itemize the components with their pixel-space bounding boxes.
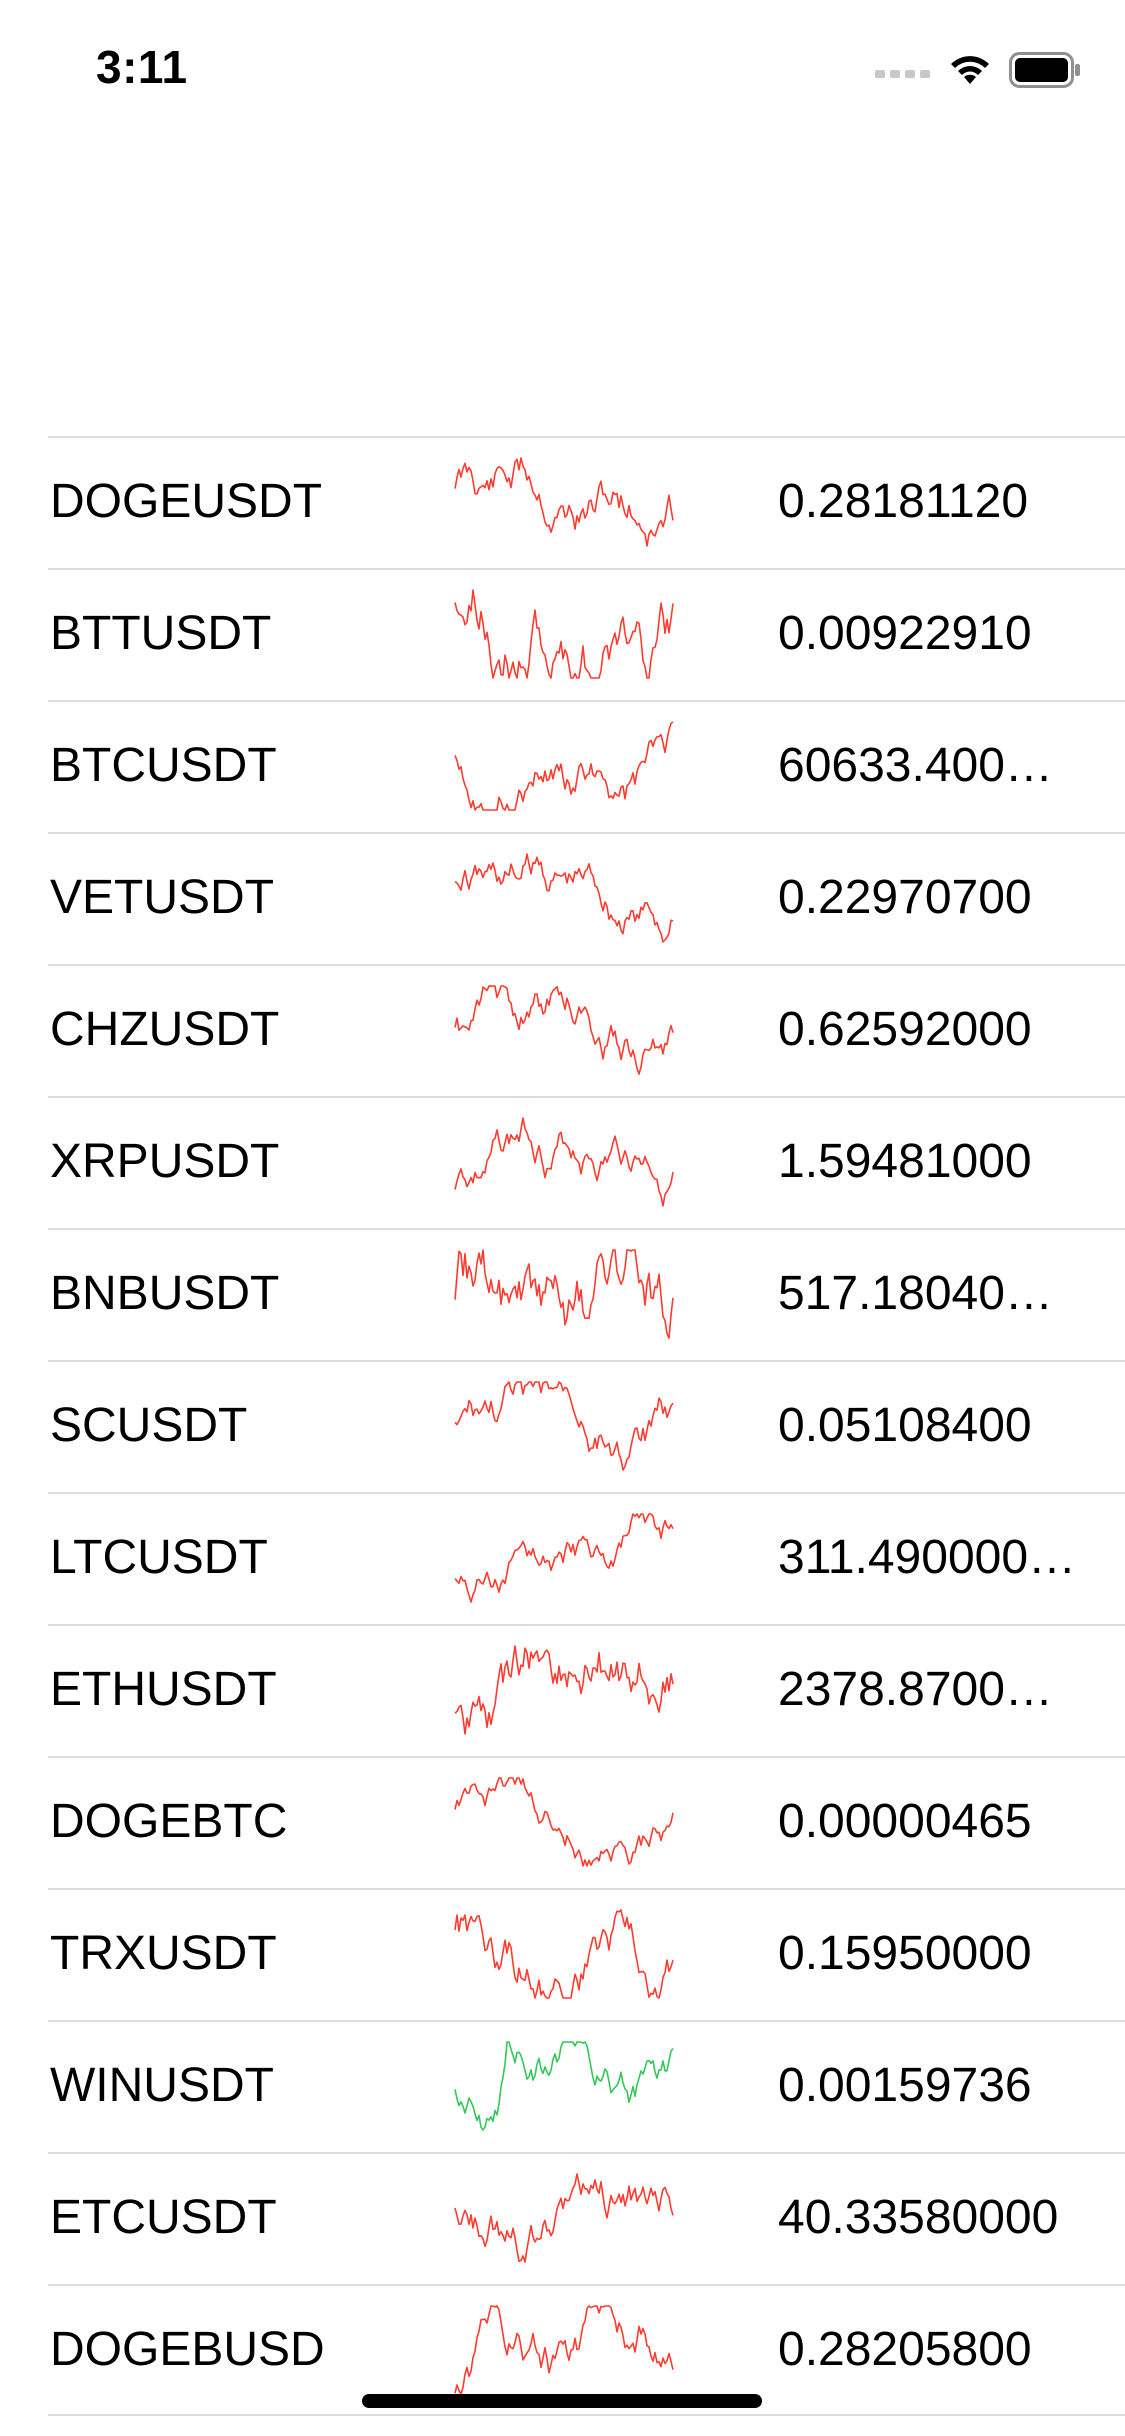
sparkline-line <box>454 1513 674 1603</box>
ticker-row[interactable]: XRPUSDT 1.59481000 <box>0 1096 1125 1228</box>
sparkline-line <box>454 1117 674 1207</box>
ticker-symbol: WINUSDT <box>50 2059 274 2112</box>
ticker-symbol: DOGEBUSD <box>50 2323 325 2376</box>
ticker-price: 517.18040000 <box>778 1267 1078 1320</box>
status-icons <box>875 50 1081 90</box>
sparkline-chart <box>454 589 674 679</box>
home-indicator <box>362 2394 762 2408</box>
cellular-signal-icon <box>875 70 930 78</box>
ticker-row[interactable]: CHZUSDT 0.62592000 <box>0 964 1125 1096</box>
ticker-row[interactable]: DOGEBTC 0.00000465 <box>0 1756 1125 1888</box>
ticker-symbol: SCUSDT <box>50 1399 248 1452</box>
ticker-row[interactable]: ETHUSDT 2378.87000000 <box>0 1624 1125 1756</box>
ticker-row[interactable]: SCUSDT 0.05108400 <box>0 1360 1125 1492</box>
status-bar: 3:11 <box>0 0 1125 132</box>
ticker-row[interactable]: BTCUSDT 60633.40000000 <box>0 700 1125 832</box>
sparkline-chart <box>454 1777 674 1867</box>
ticker-price: 1.59481000 <box>778 1135 1032 1188</box>
ticker-symbol: BNBUSDT <box>50 1267 280 1320</box>
sparkline-line <box>454 457 674 547</box>
sparkline-chart <box>454 1381 674 1471</box>
sparkline-chart <box>454 853 674 943</box>
sparkline-chart <box>454 2305 674 2395</box>
sparkline-chart <box>454 985 674 1075</box>
ticker-row[interactable]: DOGEBUSD 0.28205800 <box>0 2284 1125 2416</box>
sparkline-chart <box>454 457 674 547</box>
sparkline-chart <box>454 1909 674 1999</box>
ticker-price: 0.28181120 <box>778 475 1029 528</box>
ticker-price: 0.00159736 <box>778 2059 1032 2112</box>
ticker-price: 0.22970700 <box>778 871 1032 924</box>
sparkline-line <box>454 589 674 679</box>
ticker-row[interactable]: WINUSDT 0.00159736 <box>0 2020 1125 2152</box>
sparkline-chart <box>454 1249 674 1339</box>
ticker-price: 40.33580000 <box>778 2191 1059 2244</box>
sparkline-line <box>454 2173 674 2263</box>
ticker-price: 0.00000465 <box>778 1795 1032 1848</box>
sparkline-chart <box>454 721 674 811</box>
sparkline-line <box>454 2305 674 2395</box>
ticker-row[interactable]: BTTUSDT 0.00922910 <box>0 568 1125 700</box>
sparkline-chart <box>454 1513 674 1603</box>
sparkline-chart <box>454 1645 674 1735</box>
ticker-row[interactable]: DOGEUSDT 0.28181120 <box>0 436 1125 568</box>
ticker-symbol: ETCUSDT <box>50 2191 277 2244</box>
ticker-price: 0.62592000 <box>778 1003 1032 1056</box>
ticker-row[interactable]: VETUSDT 0.22970700 <box>0 832 1125 964</box>
ticker-price: 311.49000000 <box>778 1531 1078 1584</box>
sparkline-line <box>454 1249 674 1339</box>
ticker-row[interactable]: BNBUSDT 517.18040000 <box>0 1228 1125 1360</box>
ticker-price: 0.28205800 <box>778 2323 1032 2376</box>
ticker-symbol: BTCUSDT <box>50 739 277 792</box>
sparkline-line <box>454 1645 674 1735</box>
sparkline-chart <box>454 1117 674 1207</box>
ticker-price: 0.00922910 <box>778 607 1032 660</box>
ticker-price: 0.15950000 <box>778 1927 1032 1980</box>
ticker-symbol: ETHUSDT <box>50 1663 277 1716</box>
ticker-symbol: XRPUSDT <box>50 1135 280 1188</box>
ticker-symbol: LTCUSDT <box>50 1531 268 1584</box>
ticker-symbol: CHZUSDT <box>50 1003 280 1056</box>
sparkline-line <box>454 1909 674 1999</box>
ticker-row[interactable]: ETCUSDT 40.33580000 <box>0 2152 1125 2284</box>
ticker-list[interactable]: DOGEUSDT 0.28181120 BTTUSDT 0.00922910 BTCUS… <box>0 436 1125 2416</box>
ticker-price: 60633.40000000 <box>778 739 1078 792</box>
status-time: 3:11 <box>96 41 188 93</box>
sparkline-chart <box>454 2173 674 2263</box>
sparkline-chart <box>454 2041 674 2131</box>
ticker-symbol: DOGEBTC <box>50 1795 288 1848</box>
ticker-symbol: BTTUSDT <box>50 607 272 660</box>
sparkline-line <box>454 1777 674 1867</box>
ticker-symbol: VETUSDT <box>50 871 275 924</box>
ticker-price: 2378.87000000 <box>778 1663 1078 1716</box>
sparkline-line <box>454 2041 674 2131</box>
ticker-row[interactable]: LTCUSDT 311.49000000 <box>0 1492 1125 1624</box>
battery-icon <box>1009 52 1080 88</box>
wifi-icon <box>951 56 989 84</box>
ticker-symbol: DOGEUSDT <box>50 475 323 528</box>
ticker-symbol: TRXUSDT <box>50 1927 277 1980</box>
sparkline-line <box>454 1381 674 1471</box>
sparkline-line <box>454 985 674 1075</box>
ticker-row[interactable]: TRXUSDT 0.15950000 <box>0 1888 1125 2020</box>
sparkline-line <box>454 721 674 811</box>
sparkline-line <box>454 853 674 943</box>
ticker-price: 0.05108400 <box>778 1399 1032 1452</box>
